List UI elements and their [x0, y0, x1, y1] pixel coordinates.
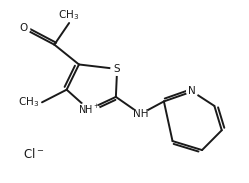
Ellipse shape [78, 103, 99, 116]
Text: CH$_3$: CH$_3$ [18, 95, 40, 109]
Ellipse shape [133, 107, 148, 121]
Text: NH$^+$: NH$^+$ [77, 103, 100, 116]
Text: N: N [188, 87, 196, 96]
Text: O: O [19, 23, 28, 33]
Text: Cl$^-$: Cl$^-$ [23, 147, 44, 161]
Ellipse shape [111, 63, 123, 75]
Ellipse shape [187, 86, 198, 97]
Text: CH$_3$: CH$_3$ [59, 8, 80, 22]
Ellipse shape [17, 22, 30, 35]
Text: NH: NH [133, 109, 148, 119]
Text: S: S [114, 64, 121, 74]
